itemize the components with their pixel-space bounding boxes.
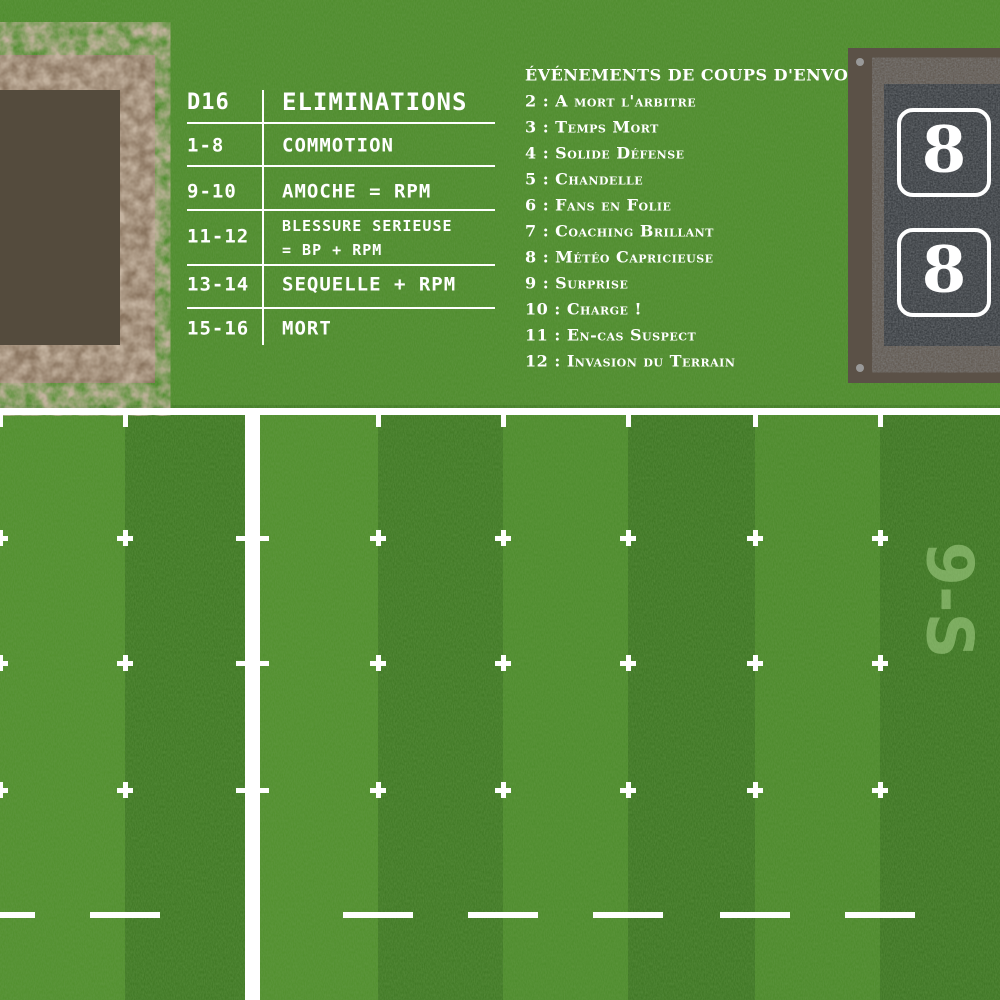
dash	[236, 661, 269, 666]
tick	[376, 415, 381, 427]
cross	[878, 655, 883, 671]
kickoff-item: 2 : A mort l'arbitre	[525, 92, 696, 111]
end-line	[245, 415, 260, 1000]
cross	[626, 530, 631, 546]
cross	[123, 530, 128, 546]
cross	[878, 782, 883, 798]
roll-range: 9-10	[187, 181, 237, 203]
injury-result: COMMOTION	[282, 135, 394, 157]
cross	[0, 536, 8, 541]
injury-result: BLESSURE SERIEUSE = BP + RPM	[282, 217, 453, 259]
score: 8	[922, 113, 967, 188]
roll-range: 13-14	[187, 274, 249, 296]
cross	[0, 530, 3, 546]
kickoff-item: 5 : Chandelle	[525, 170, 643, 189]
dash	[720, 912, 790, 918]
line: BLESSURE SERIEUSE	[282, 217, 453, 235]
cross	[123, 782, 128, 798]
tick	[501, 415, 506, 427]
table-header: D16	[187, 90, 230, 115]
dash	[0, 912, 35, 918]
injury-result: AMOCHE = RPM	[282, 181, 431, 203]
kickoff-title: ÉVÉNEMENTS DE COUPS D'ENVOI	[525, 65, 856, 85]
halfway-line	[0, 408, 1000, 415]
field-lines	[0, 408, 1000, 1000]
dash	[468, 912, 538, 918]
kickoff-item: 11 : En-cas Suspect	[525, 326, 697, 345]
dash	[845, 912, 915, 918]
roll-range: 15-16	[187, 318, 249, 340]
cross	[753, 782, 758, 798]
cross	[626, 655, 631, 671]
dash	[343, 912, 413, 918]
cross	[123, 655, 128, 671]
dash	[593, 912, 663, 918]
kickoff-item: 9 : Surprise	[525, 274, 628, 293]
cross	[0, 655, 3, 671]
cross	[0, 661, 8, 666]
dash	[90, 912, 160, 918]
score: 8	[922, 233, 967, 308]
cross	[501, 530, 506, 546]
field-marking: 9-S	[911, 541, 985, 658]
cross	[376, 655, 381, 671]
table-header: ELIMINATIONS	[282, 88, 467, 116]
dash	[236, 536, 269, 541]
injury-result: MORT	[282, 318, 332, 340]
kickoff-item: 3 : Temps Mort	[525, 118, 659, 137]
cross	[501, 655, 506, 671]
kickoff-item: 12 : Invasion du Terrain	[525, 352, 735, 371]
line: = BP + RPM	[282, 241, 382, 259]
cross	[376, 782, 381, 798]
kickoff-item: 6 : Fans en Folie	[525, 196, 671, 215]
injury-result: SEQUELLE + RPM	[282, 274, 456, 296]
cross	[753, 530, 758, 546]
roll-range: 11-12	[187, 226, 249, 248]
kickoff-item: 8 : Météo Capricieuse	[525, 248, 714, 267]
roll-range: 1-8	[187, 135, 224, 157]
tick	[878, 415, 883, 427]
cross	[0, 782, 3, 798]
cross	[626, 782, 631, 798]
kickoff-item: 4 : Solide Défense	[525, 144, 685, 163]
cross	[753, 655, 758, 671]
cross	[501, 782, 506, 798]
dash	[236, 788, 269, 793]
cross	[878, 530, 883, 546]
tick	[0, 415, 3, 427]
dugout	[0, 55, 155, 383]
scoreboard	[848, 48, 1000, 383]
kickoff-item: 10 : Charge !	[525, 300, 642, 319]
tick	[123, 415, 128, 427]
tick	[626, 415, 631, 427]
cross	[0, 788, 8, 793]
kickoff-item: 7 : Coaching Brillant	[525, 222, 714, 241]
cross	[376, 530, 381, 546]
tick	[753, 415, 758, 427]
injury-table	[187, 90, 495, 345]
